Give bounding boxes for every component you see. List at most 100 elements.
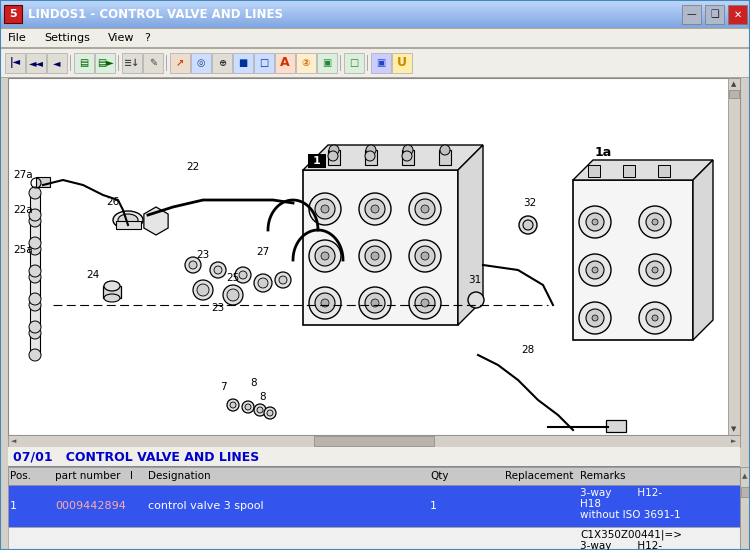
Circle shape [402, 151, 412, 161]
Bar [0, 4, 750, 5]
Circle shape [586, 309, 604, 327]
Bar [8, 78, 740, 435]
Text: 0009442894: 0009442894 [55, 501, 126, 511]
Circle shape [230, 402, 236, 408]
Bar [0, 47, 750, 48]
Bar [367, 55, 368, 71]
Circle shape [257, 407, 263, 413]
Bar [0, 2, 750, 3]
Bar [588, 165, 600, 177]
Text: 8: 8 [260, 392, 266, 402]
Circle shape [415, 293, 435, 313]
Text: 7: 7 [220, 382, 226, 392]
Text: 23: 23 [211, 303, 225, 313]
Circle shape [227, 289, 239, 301]
Text: ◄: ◄ [11, 438, 16, 444]
Circle shape [639, 206, 671, 238]
Circle shape [275, 272, 291, 288]
Bar [0, 6, 750, 7]
Circle shape [359, 193, 391, 225]
Bar [95, 53, 115, 73]
Text: 25: 25 [226, 273, 240, 283]
Circle shape [239, 271, 247, 279]
Text: ▣: ▣ [376, 58, 386, 68]
Circle shape [29, 243, 41, 255]
Circle shape [652, 315, 658, 321]
Circle shape [193, 280, 213, 300]
Circle shape [258, 278, 268, 288]
Text: ▤►: ▤► [97, 58, 113, 68]
Text: Pos.: Pos. [10, 471, 31, 481]
Circle shape [366, 145, 376, 155]
Bar [740, 467, 750, 550]
Circle shape [29, 293, 41, 305]
Circle shape [29, 321, 41, 333]
Text: C1X350Z00441|=>: C1X350Z00441|=> [580, 530, 682, 540]
Text: 22: 22 [186, 162, 200, 172]
Bar [0, 19, 750, 20]
Bar [296, 53, 316, 73]
Text: 1: 1 [430, 501, 437, 511]
Text: ≡↓: ≡↓ [124, 58, 140, 68]
Bar [0, 28, 750, 48]
Circle shape [227, 399, 239, 411]
Text: 07/01   CONTROL VALVE AND LINES: 07/01 CONTROL VALVE AND LINES [13, 450, 260, 464]
Text: I: I [130, 471, 133, 481]
Bar [143, 53, 163, 73]
Text: 1: 1 [314, 156, 321, 166]
Circle shape [359, 240, 391, 272]
Bar [8, 466, 740, 467]
Circle shape [592, 267, 598, 273]
Circle shape [639, 254, 671, 286]
Bar [166, 55, 167, 71]
Circle shape [409, 240, 441, 272]
Circle shape [409, 193, 441, 225]
Circle shape [365, 199, 385, 219]
Text: 23: 23 [196, 250, 209, 260]
Bar [0, 28, 750, 29]
Text: 32: 32 [524, 198, 537, 208]
Bar [116, 221, 141, 229]
Circle shape [586, 213, 604, 231]
Circle shape [315, 199, 335, 219]
Circle shape [586, 261, 604, 279]
Circle shape [415, 199, 435, 219]
Bar [30, 333, 40, 355]
Bar [0, 12, 750, 13]
Circle shape [29, 215, 41, 227]
Circle shape [185, 257, 201, 273]
Text: without ISO 3691-1: without ISO 3691-1 [580, 510, 681, 520]
Bar [8, 435, 740, 447]
Bar [0, 5, 750, 6]
Bar [682, 5, 701, 24]
Circle shape [519, 216, 537, 234]
Bar [741, 487, 749, 497]
Text: A: A [280, 57, 290, 69]
Bar [30, 249, 40, 271]
Bar [729, 90, 739, 98]
Ellipse shape [104, 281, 120, 291]
Bar [0, 48, 750, 78]
Bar [728, 5, 747, 24]
Circle shape [579, 254, 611, 286]
Bar [5, 53, 25, 73]
Bar [0, 24, 750, 25]
Bar [30, 221, 40, 243]
Circle shape [359, 287, 391, 319]
Text: 31: 31 [468, 275, 482, 285]
Bar [0, 18, 750, 19]
Circle shape [421, 205, 429, 213]
Ellipse shape [104, 294, 120, 302]
Text: 26: 26 [106, 197, 120, 207]
Bar [303, 170, 458, 325]
Text: ■: ■ [238, 58, 248, 68]
Bar [392, 53, 412, 73]
Polygon shape [573, 160, 713, 180]
Text: H18: H18 [580, 499, 601, 509]
Circle shape [371, 205, 379, 213]
Bar [658, 165, 670, 177]
Circle shape [652, 267, 658, 273]
Polygon shape [303, 145, 483, 170]
Bar [0, 10, 750, 11]
Bar [254, 53, 274, 73]
